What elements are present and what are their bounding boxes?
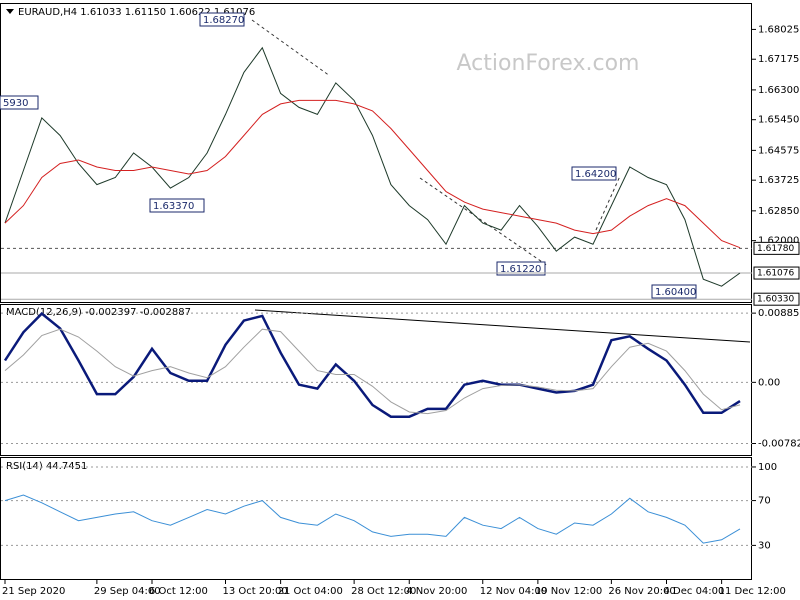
macd-panel [0, 304, 752, 456]
macd-title: MACD(12,26,9) -0.002397 -0.002887 [6, 307, 191, 318]
y-tick-label: 100 [758, 462, 777, 473]
y-tick-label: 1.62850 [758, 206, 799, 217]
menu-triangle [6, 9, 14, 14]
price-label: 1.61780 [757, 244, 794, 254]
trendline [595, 175, 621, 231]
x-tick-label: 4 Nov 20:00 [406, 586, 467, 597]
annotation: 1.68270 [203, 15, 244, 26]
x-tick-label: 26 Nov 20:00 [608, 586, 675, 597]
price-label-box [753, 241, 800, 255]
price-label: 1.61076 [757, 269, 794, 279]
annotation: 1.61220 [500, 264, 541, 275]
y-tick-label: 0.00 [758, 377, 780, 388]
y-tick-label: 0.008859 [758, 308, 800, 319]
x-tick-label: 6 Oct 12:00 [149, 586, 208, 597]
price-label: 1.60330 [757, 295, 794, 305]
x-tick-label: 28 Oct 12:00 [351, 586, 416, 597]
series-line [4, 328, 741, 415]
annotation-box [651, 284, 697, 299]
annotation: 1.63370 [153, 201, 194, 212]
y-tick-label: 30 [758, 540, 771, 551]
annotation: 1.60400 [655, 287, 696, 298]
x-tick-label: 21 Oct 04:00 [278, 586, 343, 597]
y-tick-label: 1.62000 [758, 236, 799, 247]
annotations: 1.68270 5930 1.63370 1.64200 1.61220 1.6… [0, 12, 697, 299]
y-tick-label: 70 [758, 496, 771, 507]
annotation-box [149, 198, 205, 213]
x-tick-label: 4 Dec 04:00 [664, 586, 725, 597]
series-line [3, 311, 741, 418]
y-tick-label: 1.67175 [758, 54, 799, 65]
y-tick-label: 1.68025 [758, 24, 799, 35]
series-line [4, 494, 741, 544]
rsi-panel [0, 457, 752, 580]
x-tick-label: 21 Sep 2020 [2, 586, 65, 597]
x-tick-label: 11 Dec 12:00 [719, 586, 786, 597]
chart-title: EURAUD,H4 1.61033 1.61150 1.60622 1.6107… [18, 7, 255, 18]
y-tick-label: 1.66300 [758, 85, 799, 96]
annotation-box [496, 261, 546, 276]
x-tick-label: 29 Sep 04:00 [94, 586, 161, 597]
annotation-box [571, 166, 617, 181]
trendlines [251, 19, 621, 267]
main-panel [0, 3, 752, 303]
x-tick-label: 12 Nov 04:00 [480, 586, 547, 597]
annotation: 5930 [3, 98, 28, 109]
y-tick-label: 1.64575 [758, 145, 799, 156]
price-label-box [753, 266, 800, 280]
price-label-box [753, 292, 800, 306]
y-tick-label: 1.63725 [758, 175, 799, 186]
annotation-box [199, 12, 245, 27]
x-tick-label: 13 Oct 20:00 [223, 586, 288, 597]
macd-trendline [254, 309, 751, 343]
watermark: ActionForex.com [457, 51, 640, 76]
annotation-box [0, 95, 39, 110]
x-tick-label: 19 Nov 12:00 [535, 586, 602, 597]
series-line [4, 99, 741, 249]
y-tick-label: 1.65450 [758, 115, 799, 126]
annotation: 1.64200 [575, 169, 616, 180]
series-line [4, 46, 741, 287]
trendline [419, 177, 549, 267]
trendline [251, 19, 331, 77]
y-tick-label: -0.007826 [758, 438, 800, 449]
